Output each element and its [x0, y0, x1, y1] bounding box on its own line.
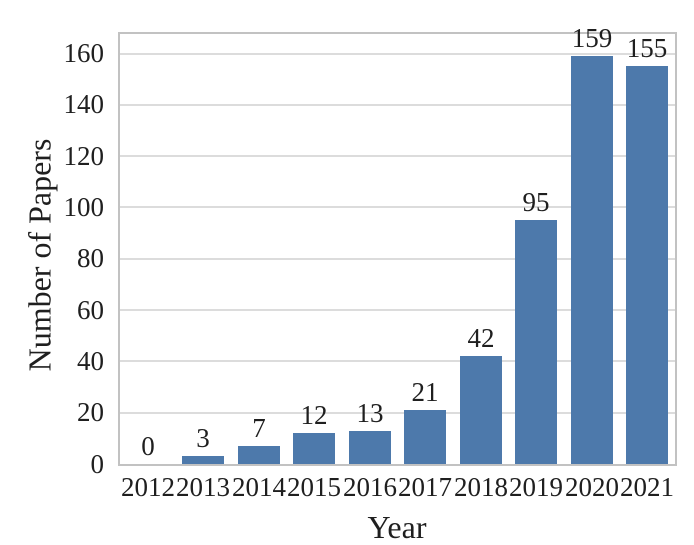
- bar-value-label-2021: 155: [626, 33, 668, 63]
- gridline-y80: [120, 257, 675, 260]
- bar-value-label-2016: 13: [356, 398, 384, 428]
- bar-value-label-2019: 95: [522, 187, 550, 217]
- xtick-label-2014: 2014: [232, 472, 286, 502]
- bar-2019: [515, 220, 557, 464]
- ytick-label-60: 60: [77, 295, 104, 325]
- bar-2014: [238, 446, 280, 464]
- ytick-label-160: 160: [63, 38, 105, 68]
- ytick-label-140: 140: [63, 89, 105, 119]
- x-axis-title: Year: [367, 509, 427, 545]
- ytick-label-20: 20: [77, 397, 104, 427]
- xtick-label-2019: 2019: [509, 472, 563, 502]
- gridline-y120: [120, 155, 675, 158]
- bar-value-label-2020: 159: [571, 23, 613, 53]
- xtick-label-2018: 2018: [454, 472, 508, 502]
- bar-value-label-2017: 21: [411, 377, 439, 407]
- bar-2015: [293, 433, 335, 464]
- ytick-label-0: 0: [90, 449, 105, 479]
- bar-value-label-2014: 7: [252, 413, 266, 443]
- gridline-y20: [120, 411, 675, 414]
- xtick-label-2012: 2012: [121, 472, 175, 502]
- bar-2016: [349, 431, 391, 464]
- gridline-y60: [120, 309, 675, 312]
- bar-value-label-2015: 12: [300, 400, 328, 430]
- xtick-label-2017: 2017: [398, 472, 452, 502]
- bar-2013: [182, 456, 224, 464]
- gridline-y160: [120, 52, 675, 55]
- ytick-label-40: 40: [77, 346, 104, 376]
- gridline-y140: [120, 103, 675, 106]
- ytick-label-120: 120: [63, 141, 105, 171]
- bar-2020: [571, 56, 613, 464]
- xtick-label-2016: 2016: [343, 472, 397, 502]
- bar-value-label-2013: 3: [196, 423, 210, 453]
- ytick-label-80: 80: [77, 243, 104, 273]
- xtick-label-2020: 2020: [565, 472, 619, 502]
- gridline-y40: [120, 360, 675, 363]
- xtick-label-2021: 2021: [620, 472, 674, 502]
- bar-2017: [404, 410, 446, 464]
- bar-2021: [626, 66, 668, 464]
- bar-value-label-2012: 0: [141, 431, 155, 461]
- bar-value-label-2018: 42: [467, 323, 495, 353]
- ytick-label-100: 100: [63, 192, 105, 222]
- plot-area: 0 3 7 12 13 21 42 95 159 155: [118, 25, 677, 466]
- bar-2018: [460, 356, 502, 464]
- xtick-label-2015: 2015: [287, 472, 341, 502]
- xtick-label-2013: 2013: [176, 472, 230, 502]
- gridline-y100: [120, 206, 675, 209]
